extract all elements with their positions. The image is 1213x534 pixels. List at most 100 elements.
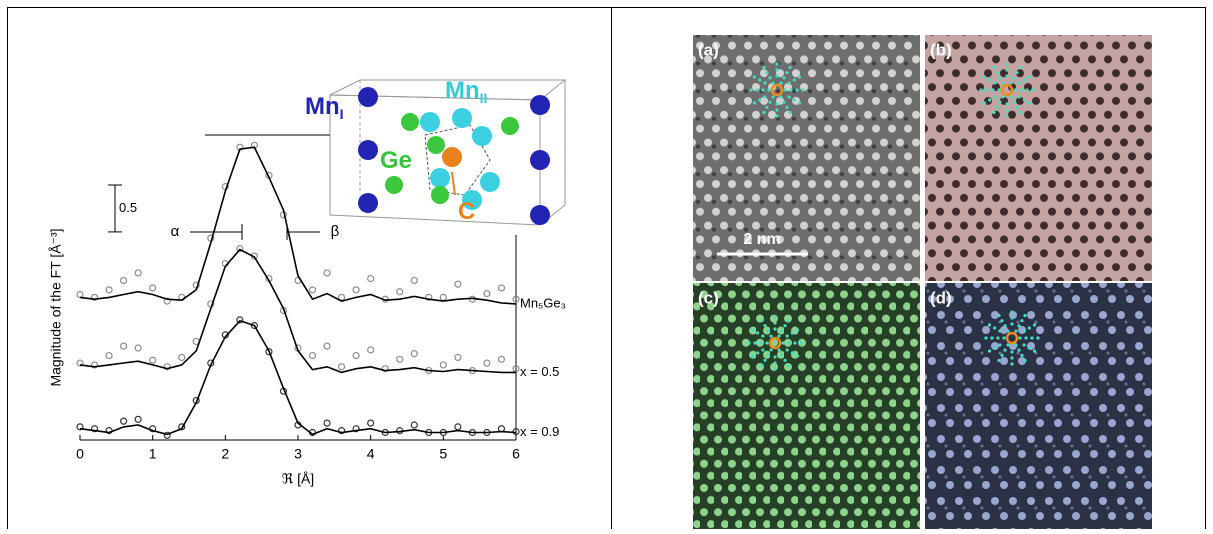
micrograph [693, 35, 920, 281]
x-axis-label: ℜ [Å] [282, 471, 314, 487]
overlay-dot [1020, 354, 1023, 357]
x-tick-label: 0 [76, 446, 84, 462]
measured-point [484, 291, 490, 297]
measured-point [121, 418, 127, 424]
measured-point [106, 287, 112, 293]
micrographs: (a)(b)(c)(d)2 nm [693, 35, 1152, 529]
measured-point [455, 281, 461, 287]
overlay-dot [756, 331, 759, 334]
overlay-dot [796, 328, 799, 331]
measured-point [353, 287, 359, 293]
overlay-dot [791, 351, 794, 354]
overlay-dot [1031, 88, 1034, 91]
overlay-dot [1025, 88, 1028, 91]
overlay-dot [1018, 66, 1021, 69]
overlay-dot [766, 329, 769, 332]
overlay-dot [998, 329, 1001, 332]
figure: MnIMnIIGeC 0123456ℜ [Å]Magnitude of the … [0, 0, 1213, 529]
measured-point [310, 287, 316, 293]
overlay-dot [1020, 319, 1023, 322]
overlay-dot [1015, 71, 1018, 74]
overlay-dot [789, 88, 792, 91]
overlay-dot [1005, 74, 1008, 77]
overlay-dot [795, 88, 798, 91]
overlay-dot [787, 341, 790, 344]
overlay-dot [762, 111, 765, 114]
overlay-dot [777, 348, 780, 351]
atom-symbol: C [458, 198, 475, 225]
fit-line [80, 250, 516, 373]
overlay-dot [753, 75, 756, 78]
measured-point [368, 276, 374, 282]
overlay-dot [998, 76, 1001, 79]
measured-point [455, 424, 461, 430]
overlay-dot [1001, 81, 1004, 84]
measured-point [411, 351, 417, 357]
overlay-dot [984, 336, 987, 339]
overlay-dot [1028, 101, 1031, 104]
overlay-dot [998, 343, 1001, 346]
overlay-dot [1003, 324, 1006, 327]
measured-point [368, 420, 374, 426]
overlay-dot [753, 341, 756, 344]
overlay-dot [1005, 62, 1008, 65]
measured-point [324, 270, 330, 276]
panel-label: (a) [698, 40, 719, 59]
measured-point [121, 343, 127, 349]
overlay-dot [992, 66, 995, 69]
overlay-dot [777, 334, 780, 337]
overlay-dot [766, 354, 769, 357]
overlay-dot [993, 326, 996, 329]
y-axis-label: Magnitude of the FT [Å⁻³] [48, 228, 64, 386]
overlay-dot [783, 88, 786, 91]
overlay-dot [1023, 359, 1026, 362]
overlay-dot [773, 327, 776, 330]
series-label: x = 0.5 [520, 364, 559, 379]
overlay-dot [1017, 349, 1020, 352]
measured-point [121, 277, 127, 283]
measured-point [440, 294, 446, 300]
overlay-dot [768, 76, 771, 79]
overlay-dot [760, 319, 763, 322]
overlay-dot [779, 95, 782, 98]
measured-point [324, 420, 330, 426]
overlay-dot [1010, 350, 1013, 353]
scale-label: 0.5 [119, 200, 137, 215]
atom-label: Ge [380, 147, 412, 174]
micrograph [693, 283, 920, 529]
overlay-dot [775, 114, 778, 117]
overlay-dot [775, 108, 778, 111]
atom-subscript: II [480, 90, 488, 106]
measured-point [397, 289, 403, 295]
panel-label: (c) [698, 288, 719, 307]
measured-point [106, 353, 112, 359]
overlay-dot [763, 324, 766, 327]
overlay-dot [761, 348, 764, 351]
overlay-dot [771, 95, 774, 98]
overlay-dot [1000, 319, 1003, 322]
atom-label: MnII [445, 77, 487, 105]
measured-point [440, 362, 446, 368]
overlay-dot [988, 78, 991, 81]
overlay-dot [763, 81, 766, 84]
overlay-dot [1005, 108, 1008, 111]
overlay-dot [773, 355, 776, 358]
measured-point [498, 356, 504, 362]
overlay-dot [993, 81, 996, 84]
measured-point [368, 347, 374, 353]
x-tick-label: 3 [294, 446, 302, 462]
x-tick-label: 4 [367, 446, 375, 462]
overlay-dot [779, 81, 782, 84]
overlay-dot [1028, 326, 1031, 329]
overlay-dot [751, 328, 754, 331]
overlay-dot [791, 331, 794, 334]
measured-point [397, 356, 403, 362]
overlay-dot [761, 88, 764, 91]
overlay-dot [983, 101, 986, 104]
overlay-dot [995, 71, 998, 74]
overlay-dot [1023, 98, 1026, 101]
overlay-dot [767, 88, 770, 91]
overlay-dot [786, 334, 789, 337]
overlay-dot [783, 324, 786, 327]
overlay-dot [1006, 343, 1009, 346]
